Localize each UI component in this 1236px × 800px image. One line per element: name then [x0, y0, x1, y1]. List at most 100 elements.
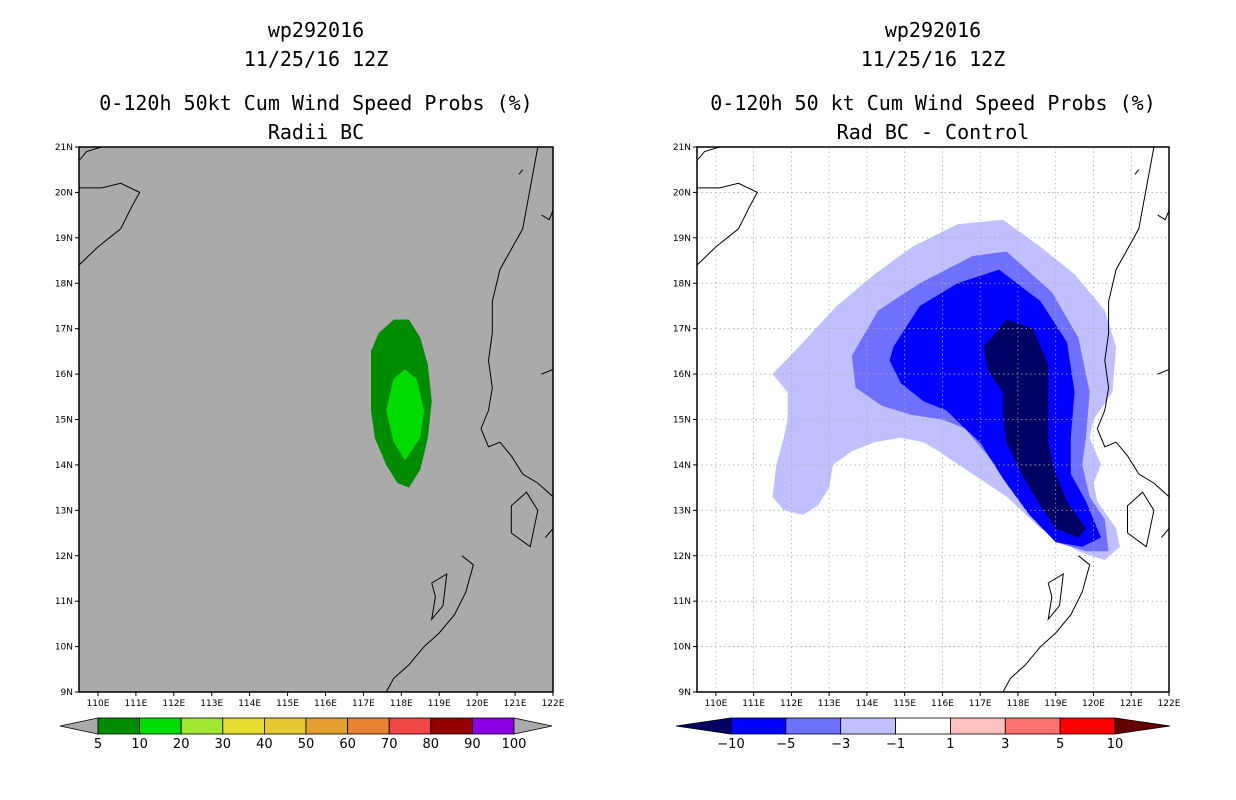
coastline	[430, 572, 448, 622]
x-tick-label: 111E	[124, 699, 147, 709]
colorbar-label: 20	[173, 737, 190, 752]
y-tick-label: 9N	[61, 688, 73, 698]
y-tick-label: 18N	[673, 279, 691, 289]
x-tick-label: 120E	[1082, 699, 1105, 709]
x-tick-label: 120E	[466, 699, 489, 709]
colorbar-label: 30	[215, 737, 232, 752]
colorbar-over-triangle	[1114, 717, 1171, 735]
coastline	[79, 182, 141, 266]
coastline	[697, 147, 720, 161]
coastline	[518, 169, 524, 175]
colorbar-swatch	[180, 717, 224, 735]
left-storm-id: wp292016	[267, 18, 365, 42]
coastline	[1047, 572, 1064, 622]
y-tick-label: 14N	[673, 461, 691, 471]
colorbar: −10 −5 −3 −1 1 3 5 10	[675, 717, 1171, 752]
colorbar-label: 100	[502, 737, 527, 752]
colorbar-swatch	[388, 717, 432, 735]
coastline	[541, 369, 553, 375]
colorbar-label: 10	[131, 737, 148, 752]
coastline	[541, 210, 553, 221]
coastline	[385, 555, 474, 692]
y-tick-label: 16N	[673, 370, 691, 380]
colorbar-label: 80	[423, 737, 440, 752]
x-tick-label: 122E	[542, 699, 565, 709]
colorbar-swatch	[730, 717, 787, 735]
colorbar-swatch	[97, 717, 140, 735]
y-tick-label: 19N	[55, 234, 73, 244]
coastline	[545, 528, 553, 538]
x-tick-label: 110E	[704, 699, 727, 709]
coastline	[1134, 169, 1140, 175]
y-tick-label: 11N	[55, 597, 73, 607]
x-tick-label: 115E	[893, 699, 916, 709]
right-storm-id: wp292016	[884, 18, 982, 42]
coastline	[1096, 147, 1169, 498]
colorbar-swatch	[471, 717, 515, 735]
y-tick-label: 11N	[673, 597, 691, 607]
coastline	[1002, 555, 1091, 692]
colorbar-label: −3	[831, 737, 850, 752]
colorbar-label: 70	[381, 737, 398, 752]
colorbar-swatch	[785, 717, 842, 735]
y-tick-label: 14N	[55, 461, 73, 471]
left-chart-subtitle: Radii BC	[267, 120, 365, 144]
x-tick-label: 117E	[352, 699, 375, 709]
y-tick-label: 10N	[673, 643, 691, 653]
contour-region-1	[386, 369, 425, 461]
y-tick-label: 9N	[679, 688, 691, 698]
colorbar-label: 5	[1056, 737, 1064, 752]
x-tick-label: 116E	[931, 699, 954, 709]
coastlines	[79, 147, 553, 692]
y-tick-label: 21N	[55, 143, 73, 153]
coastline	[1161, 528, 1169, 538]
y-tick-label: 12N	[673, 552, 691, 562]
y-tick-label: 15N	[673, 416, 691, 426]
y-tick-label: 21N	[673, 143, 691, 153]
x-tick-label: 118E	[390, 699, 413, 709]
colorbar-swatch	[305, 717, 348, 735]
colorbar-swatch	[430, 717, 473, 735]
left-chart-title: 0-120h 50kt Cum Wind Speed Probs (%)	[99, 91, 533, 115]
coastline	[79, 147, 102, 161]
right-datetime: 11/25/16 12Z	[860, 47, 1006, 71]
y-tick-label: 20N	[673, 188, 691, 198]
y-tick-label: 10N	[55, 643, 73, 653]
x-tick-label: 119E	[428, 699, 451, 709]
coastline	[510, 491, 539, 548]
x-tick-label: 116E	[314, 699, 337, 709]
right-chart-title: 0-120h 50 kt Cum Wind Speed Probs (%)	[710, 91, 1156, 115]
x-tick-label: 114E	[855, 699, 878, 709]
y-tick-label: 18N	[55, 279, 73, 289]
y-tick-label: 15N	[55, 416, 73, 426]
right-chart-subtitle: Rad BC - Control	[836, 120, 1030, 144]
colorbar-label: 3	[1001, 737, 1009, 752]
colorbar-label: −10	[717, 737, 744, 752]
colorbar-swatch	[840, 717, 896, 735]
colorbar-swatch	[895, 717, 951, 735]
coastline	[1127, 491, 1155, 548]
x-tick-label: 121E	[504, 699, 527, 709]
colorbar-label: 60	[339, 737, 356, 752]
colorbar-swatch	[222, 717, 265, 735]
colorbar-label: 1	[946, 737, 954, 752]
y-tick-label: 12N	[55, 552, 73, 562]
x-tick-label: 113E	[200, 699, 223, 709]
coastline	[480, 147, 553, 498]
colorbar-label: −5	[776, 737, 795, 752]
colorbar-label: 90	[464, 737, 481, 752]
left-datetime: 11/25/16 12Z	[243, 47, 389, 71]
x-tick-label: 119E	[1044, 699, 1067, 709]
y-tick-label: 17N	[673, 325, 691, 335]
colorbar-label: 10	[1107, 737, 1124, 752]
x-tick-label: 122E	[1158, 699, 1181, 709]
y-tick-label: 16N	[55, 370, 73, 380]
colorbar: 5 10 20 30 40 50 60 70 80 90 100	[59, 717, 553, 752]
coastlines	[697, 147, 1169, 692]
colorbar-label: 5	[94, 737, 102, 752]
colorbar-swatch	[1059, 717, 1116, 735]
contour-region-3	[984, 319, 1086, 538]
plot-background	[79, 147, 553, 692]
colorbar-swatch	[139, 717, 182, 735]
